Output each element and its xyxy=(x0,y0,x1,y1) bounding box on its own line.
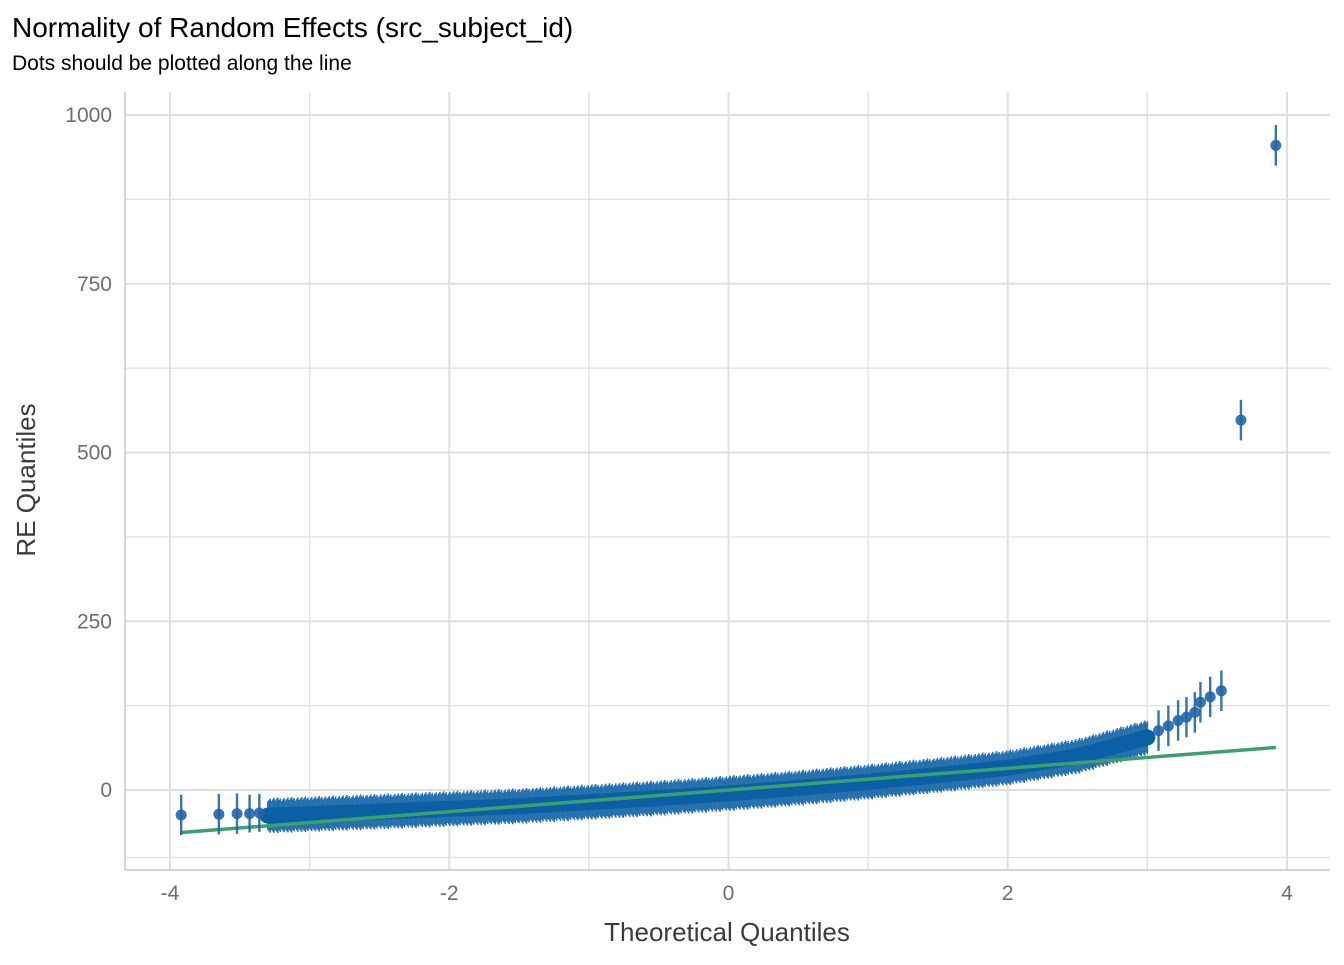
data-point xyxy=(1180,711,1192,723)
y-tick-label: 0 xyxy=(100,779,112,802)
data-point xyxy=(213,808,225,820)
chart-title: Normality of Random Effects (src_subject… xyxy=(12,12,573,43)
y-tick-label: 1000 xyxy=(65,104,112,127)
x-tick-label: -4 xyxy=(161,882,180,905)
data-point xyxy=(1235,414,1247,426)
data-point xyxy=(1215,685,1227,697)
chart-subtitle: Dots should be plotted along the line xyxy=(12,52,352,75)
x-tick-label: 4 xyxy=(1281,882,1293,905)
y-axis-title: RE Quantiles xyxy=(11,403,41,556)
y-tick-label: 500 xyxy=(77,442,112,465)
data-point xyxy=(175,809,187,821)
data-point xyxy=(253,807,265,819)
data-point xyxy=(231,808,243,820)
data-point xyxy=(1194,696,1206,708)
data-point xyxy=(1162,720,1174,732)
plot-area: -4 -2 0 2 4 0 250 500 750 1000 xyxy=(65,92,1330,905)
data-point xyxy=(1204,691,1216,703)
x-tick-label: 2 xyxy=(1002,882,1014,905)
x-tick-label: -2 xyxy=(440,882,459,905)
x-axis-title: Theoretical Quantiles xyxy=(604,917,850,947)
data-point xyxy=(1270,139,1282,151)
data-point xyxy=(1172,714,1184,726)
reference-line xyxy=(181,745,1276,835)
y-tick-label: 250 xyxy=(77,610,112,633)
x-tick-label: 0 xyxy=(723,882,735,905)
data-point xyxy=(1153,725,1165,737)
data-point xyxy=(244,808,256,820)
data-point xyxy=(1189,706,1201,718)
y-tick-label: 750 xyxy=(77,273,112,296)
